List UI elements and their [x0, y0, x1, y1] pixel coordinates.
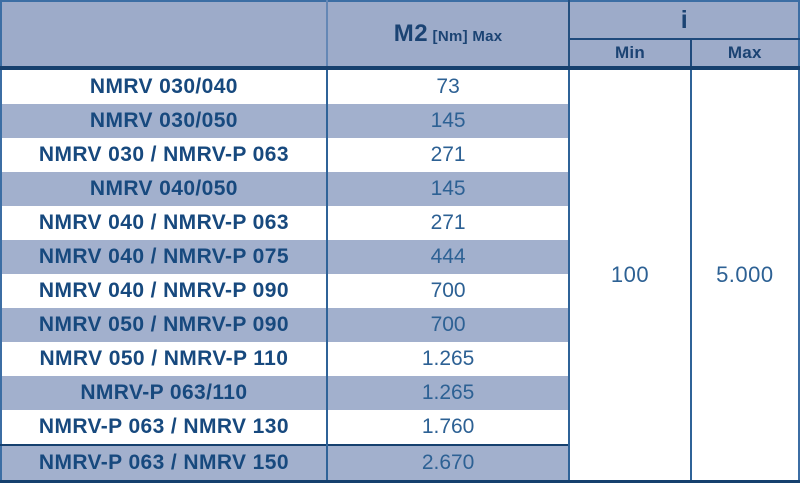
m2-value-cell: 145: [326, 172, 571, 206]
table-row: NMRV 030/050 145: [1, 104, 799, 138]
m2-value-cell: 1.265: [326, 342, 571, 376]
m2-value-cell: 73: [326, 68, 571, 104]
m2-unit-label: [Nm] Max: [432, 28, 503, 45]
header-row-top: M2 [Nm] Max i: [1, 1, 799, 70]
ratio-max-header: Max: [690, 39, 799, 70]
table-row: NMRV 040/050 145: [1, 172, 799, 206]
table-row: NMRV 050 / NMRV-P 110 1.265: [1, 342, 799, 376]
table-row: NMRV 040 / NMRV-P 090 700: [1, 274, 799, 308]
model-cell: NMRV 040/050: [1, 172, 328, 206]
ratio-max-value: 5.000: [690, 68, 799, 482]
table-row: NMRV 030/040 73 100 5.000: [1, 68, 799, 482]
model-cell: NMRV 040 / NMRV-P 090: [1, 274, 328, 308]
model-cell: NMRV-P 063/110: [1, 376, 328, 410]
table-row: NMRV-P 063 / NMRV 130 1.760: [1, 410, 799, 445]
model-cell: NMRV 030/050: [1, 104, 328, 138]
model-cell: NMRV 030/040: [1, 68, 328, 104]
corner-header-cell: [1, 1, 328, 70]
m2-value-cell: 271: [326, 206, 571, 240]
m2-value-cell: 700: [326, 274, 571, 308]
m2-value-cell: 2.670: [326, 444, 571, 482]
model-cell: NMRV 050 / NMRV-P 090: [1, 308, 328, 342]
m2-value-cell: 444: [326, 240, 571, 274]
table-row: NMRV 030 / NMRV-P 063 271: [1, 138, 799, 172]
m2-value-cell: 1.760: [326, 410, 571, 445]
ratio-min-value: 100: [569, 68, 692, 482]
table-row: NMRV 040 / NMRV-P 075 444: [1, 240, 799, 274]
model-cell: NMRV 050 / NMRV-P 110: [1, 342, 328, 376]
model-cell: NMRV-P 063 / NMRV 150: [1, 444, 328, 482]
table-row: NMRV 040 / NMRV-P 063 271: [1, 206, 799, 240]
model-cell: NMRV 040 / NMRV-P 075: [1, 240, 328, 274]
m2-value-cell: 271: [326, 138, 571, 172]
model-cell: NMRV-P 063 / NMRV 130: [1, 410, 328, 445]
header-row-sub: Min Max: [1, 39, 799, 70]
m2-value-cell: 145: [326, 104, 571, 138]
model-cell: NMRV 040 / NMRV-P 063: [1, 206, 328, 240]
m2-column-header: M2 [Nm] Max: [326, 1, 571, 70]
model-cell: NMRV 030 / NMRV-P 063: [1, 138, 328, 172]
m2-label: M2: [393, 20, 429, 47]
table-row: NMRV 050 / NMRV-P 090 700: [1, 308, 799, 342]
table-row: NMRV-P 063/110 1.265: [1, 376, 799, 410]
m2-value-cell: 1.265: [326, 376, 571, 410]
ratio-column-header: i: [569, 1, 799, 40]
ratio-min-header: Min: [569, 39, 692, 70]
m2-value-cell: 700: [326, 308, 571, 342]
